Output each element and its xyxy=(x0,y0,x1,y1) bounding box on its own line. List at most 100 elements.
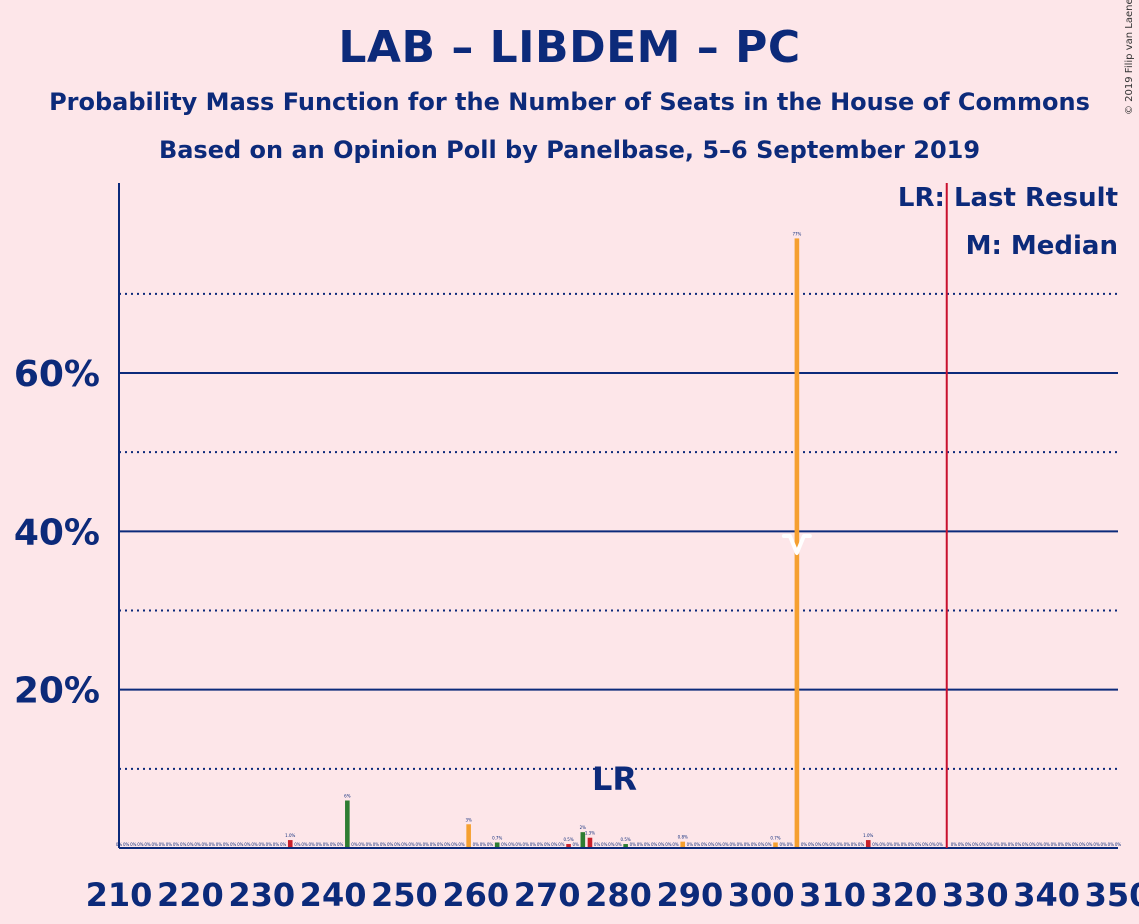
zero-label: 0% xyxy=(537,842,544,847)
zero-label: 0% xyxy=(936,842,943,847)
x-tick-label: 300 xyxy=(728,876,795,914)
legend-last-result: LR: Last Result xyxy=(897,183,1118,213)
zero-label: 0% xyxy=(237,842,244,847)
zero-label: 0% xyxy=(308,842,315,847)
zero-label: 0% xyxy=(394,842,401,847)
zero-label: 0% xyxy=(951,842,958,847)
zero-label: 0% xyxy=(480,842,487,847)
zero-label: 0% xyxy=(130,842,137,847)
zero-label: 0% xyxy=(1101,842,1108,847)
zero-label: 0% xyxy=(223,842,230,847)
zero-label: 0% xyxy=(729,842,736,847)
zero-label: 0% xyxy=(972,842,979,847)
zero-label: 0% xyxy=(416,842,423,847)
zero-label: 0% xyxy=(901,842,908,847)
zero-label: 0% xyxy=(358,842,365,847)
zero-label: 0% xyxy=(1051,842,1058,847)
zero-label: 0% xyxy=(551,842,558,847)
zero-label: 0% xyxy=(1043,842,1050,847)
x-tick-label: 320 xyxy=(871,876,938,914)
zero-label: 0% xyxy=(658,842,665,847)
zero-label: 0% xyxy=(230,842,237,847)
zero-label: 0% xyxy=(886,842,893,847)
zero-label: 0% xyxy=(373,842,380,847)
zero-label: 0% xyxy=(280,842,287,847)
zero-label: 0% xyxy=(651,842,658,847)
zero-label: 0% xyxy=(737,842,744,847)
bar-label-259: 3% xyxy=(465,817,472,822)
zero-label: 0% xyxy=(872,842,879,847)
zero-label: 0% xyxy=(544,842,551,847)
zero-label: 0% xyxy=(986,842,993,847)
zero-label: 0% xyxy=(765,842,772,847)
zero-label: 0% xyxy=(922,842,929,847)
zero-label: 0% xyxy=(437,842,444,847)
zero-label: 0% xyxy=(1001,842,1008,847)
zero-label: 0% xyxy=(573,842,580,847)
zero-label: 0% xyxy=(1079,842,1086,847)
zero-label: 0% xyxy=(965,842,972,847)
zero-label: 0% xyxy=(801,842,808,847)
x-tick-label: 260 xyxy=(442,876,509,914)
zero-label: 0% xyxy=(244,842,251,847)
zero-label: 0% xyxy=(979,842,986,847)
zero-label: 0% xyxy=(637,842,644,847)
zero-label: 0% xyxy=(259,842,266,847)
bars xyxy=(287,238,871,848)
zero-label: 0% xyxy=(779,842,786,847)
bar-seat-289 xyxy=(680,841,686,848)
x-tick-label: 290 xyxy=(656,876,723,914)
zero-label: 0% xyxy=(408,842,415,847)
zero-label: 0% xyxy=(644,842,651,847)
chart-title: LAB – LIBDEM – PC xyxy=(338,22,801,73)
zero-label: 0% xyxy=(594,842,601,847)
zero-label: 0% xyxy=(266,842,273,847)
zero-label: 0% xyxy=(722,842,729,847)
x-tick-label: 280 xyxy=(585,876,652,914)
zero-label: 0% xyxy=(273,842,280,847)
x-tick-label: 340 xyxy=(1013,876,1080,914)
zero-label: 0% xyxy=(1022,842,1029,847)
zero-label: 0% xyxy=(815,842,822,847)
x-tick-label: 240 xyxy=(300,876,367,914)
zero-label: 0% xyxy=(1065,842,1072,847)
x-tick-label: 210 xyxy=(86,876,153,914)
markers: LR xyxy=(592,183,948,848)
zero-label: 0% xyxy=(144,842,151,847)
zero-label: 0% xyxy=(201,842,208,847)
zero-label: 0% xyxy=(209,842,216,847)
chart-subtitle-2: Based on an Opinion Poll by Panelbase, 5… xyxy=(158,136,981,164)
zero-label: 0% xyxy=(787,842,794,847)
zero-label: 0% xyxy=(1058,842,1065,847)
bar-seat-273 xyxy=(566,844,571,848)
zero-label: 0% xyxy=(401,842,408,847)
zero-label: 0% xyxy=(159,842,166,847)
bar-label-234: 1.0% xyxy=(285,833,295,838)
zero-label: 0% xyxy=(316,842,323,847)
zero-label: 0% xyxy=(894,842,901,847)
bar-seat-275 xyxy=(580,832,586,848)
zero-label: 0% xyxy=(194,842,201,847)
zero-label: 0% xyxy=(123,842,130,847)
zero-label: 0% xyxy=(458,842,465,847)
x-tick-label: 310 xyxy=(799,876,866,914)
bar-labels: 0% 0% 0% 0% 0% 0% 0% 0% 0% 0% 0% 0% 0% 0% 0% 0% 0% 0% 0% 0%… xyxy=(116,231,1122,847)
zero-label: 0% xyxy=(216,842,223,847)
zero-label: 0% xyxy=(687,842,694,847)
zero-label: 0% xyxy=(1029,842,1036,847)
zero-label: 0% xyxy=(180,842,187,847)
zero-label: 0% xyxy=(994,842,1001,847)
x-tick-label: 250 xyxy=(371,876,438,914)
zero-label: 0% xyxy=(1115,842,1122,847)
zero-label: 0% xyxy=(608,842,615,847)
zero-label: 0% xyxy=(1072,842,1079,847)
zero-label: 0% xyxy=(665,842,672,847)
x-tick-label: 270 xyxy=(514,876,581,914)
zero-label: 0% xyxy=(630,842,637,847)
zero-label: 0% xyxy=(615,842,622,847)
bar-label-242: 6% xyxy=(344,794,351,799)
zero-label: 0% xyxy=(694,842,701,847)
zero-label: 0% xyxy=(173,842,180,847)
y-tick-label: 40% xyxy=(14,512,100,553)
